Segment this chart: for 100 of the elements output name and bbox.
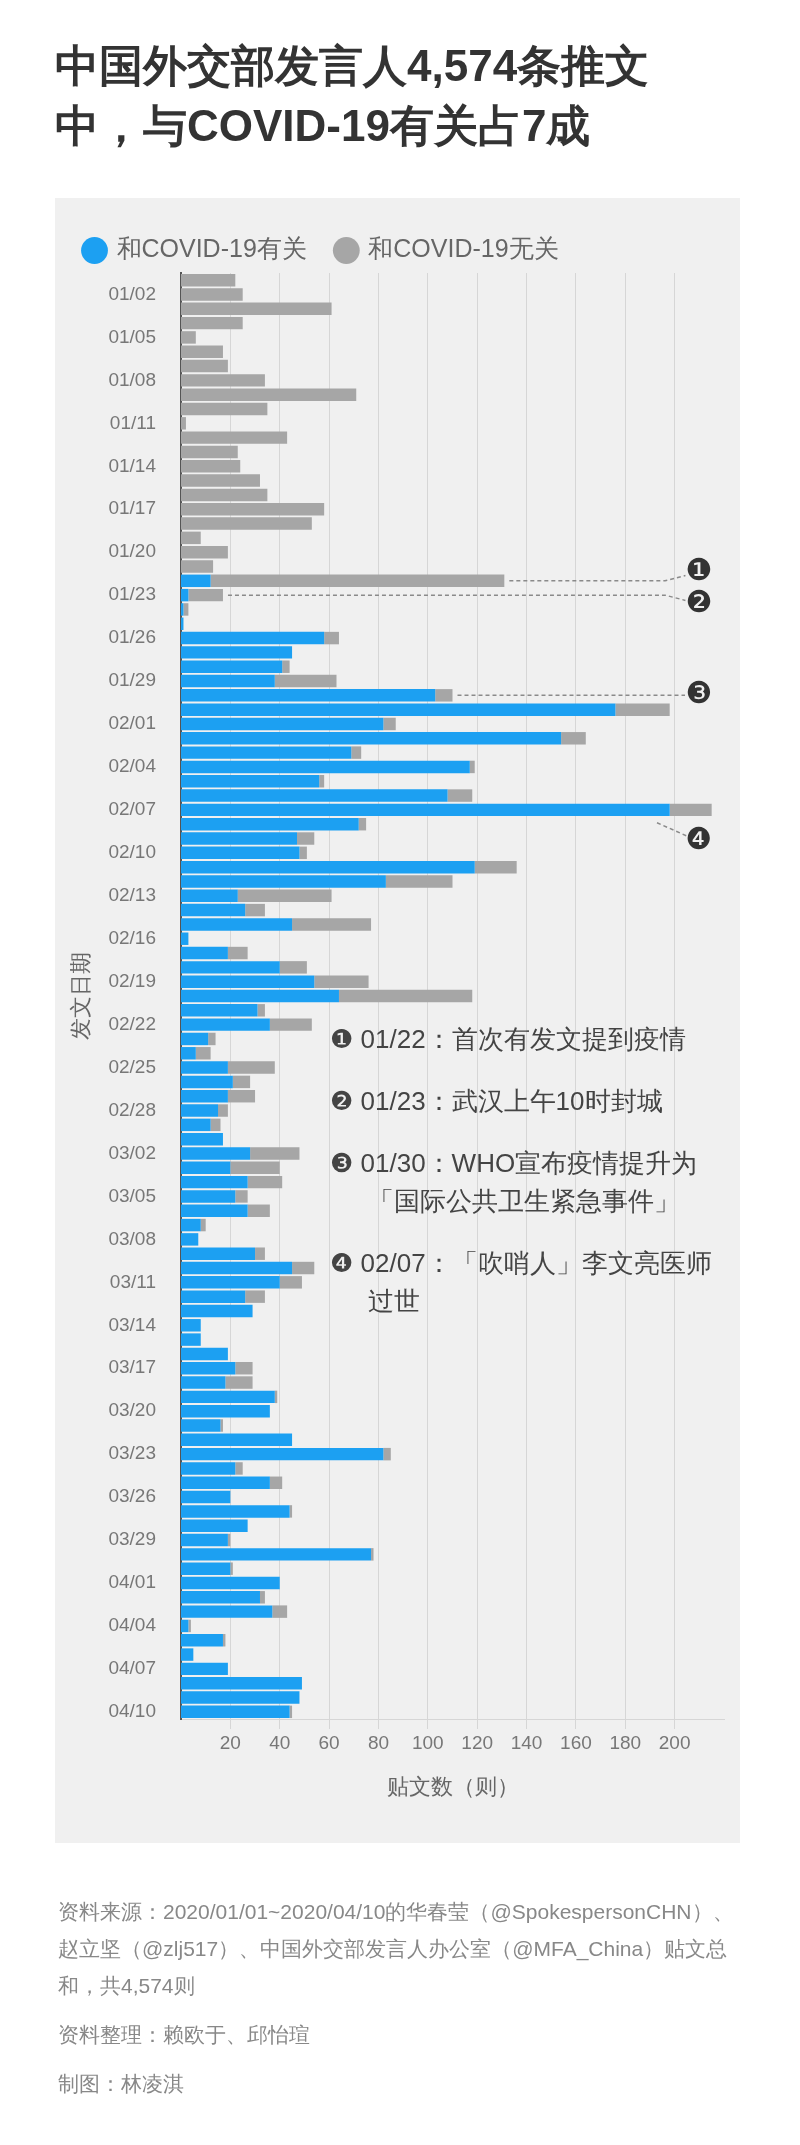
y-tick-label: 02/01 <box>108 712 156 734</box>
bar <box>230 1161 280 1175</box>
bar <box>181 889 238 903</box>
x-tick-label: 100 <box>411 1731 444 1753</box>
bar <box>181 1190 236 1203</box>
bar <box>181 903 246 917</box>
bar <box>181 273 236 287</box>
annotation: ❶ 01/22：首次有发文提到疫情 <box>330 1023 687 1056</box>
bar <box>181 316 243 330</box>
bar <box>188 1619 191 1633</box>
y-tick-label: 03/05 <box>108 1184 156 1206</box>
bar <box>181 760 470 774</box>
y-axis-title: 发文日期 <box>68 952 94 1040</box>
bar <box>351 746 362 759</box>
bar <box>227 1089 256 1103</box>
bar <box>383 1447 391 1461</box>
bar <box>181 775 320 788</box>
bar <box>299 846 307 860</box>
annotation: ❸ <box>685 675 713 711</box>
bar <box>181 574 211 588</box>
bar <box>181 860 475 874</box>
bar <box>259 1591 265 1604</box>
y-tick-label: 01/23 <box>108 583 156 605</box>
bar <box>181 674 275 688</box>
bar <box>385 875 453 888</box>
bar <box>181 1648 194 1661</box>
bar <box>358 817 367 831</box>
bar <box>181 717 384 731</box>
bar <box>274 674 337 688</box>
bar <box>181 1390 275 1404</box>
y-tick-label: 01/05 <box>108 325 156 347</box>
y-tick-label: 04/07 <box>108 1657 156 1679</box>
bar <box>181 531 201 545</box>
bar <box>181 989 339 1003</box>
bar <box>232 1075 251 1089</box>
bar <box>181 1576 280 1590</box>
bar <box>279 961 307 974</box>
y-tick-label: 01/29 <box>108 669 156 691</box>
bar <box>181 1433 293 1447</box>
y-tick-label: 01/02 <box>108 282 156 304</box>
bar <box>181 1047 196 1060</box>
x-tick-label: 40 <box>269 1731 291 1753</box>
bar <box>235 1190 248 1203</box>
bar <box>181 288 243 301</box>
bar <box>435 689 453 702</box>
bar <box>181 331 196 344</box>
bar <box>195 1047 211 1060</box>
bar <box>245 903 265 917</box>
y-tick-label: 03/17 <box>108 1356 156 1378</box>
text: 资料整理：赖欧于、邱怡瑄 <box>58 2022 311 2048</box>
bar <box>181 1634 223 1647</box>
y-tick-label: 02/16 <box>108 926 156 948</box>
bar <box>181 1347 228 1361</box>
legend-label: 和COVID-19无关 <box>368 234 559 263</box>
bar <box>181 488 268 502</box>
bar <box>181 846 300 860</box>
x-tick-label: 140 <box>510 1731 543 1753</box>
bar <box>181 1104 219 1117</box>
bar <box>181 1447 384 1461</box>
bar <box>227 946 248 960</box>
bar <box>220 1419 223 1432</box>
bar <box>181 789 448 802</box>
bar <box>383 717 396 731</box>
x-axis-title: 贴文数（则） <box>386 1773 519 1799</box>
bar <box>235 1462 243 1475</box>
x-tick-label: 80 <box>367 1731 390 1753</box>
bar <box>181 817 359 831</box>
bar <box>474 860 517 874</box>
bar <box>250 1147 300 1160</box>
y-tick-label: 03/14 <box>108 1313 157 1335</box>
bar <box>255 1247 265 1260</box>
bar <box>200 1218 206 1232</box>
bar <box>245 1290 265 1303</box>
annotation: ❷ 01/23：武汉上午10时封城 <box>330 1085 664 1118</box>
y-tick-label: 03/08 <box>108 1227 156 1249</box>
bar <box>181 1490 231 1504</box>
bar <box>181 1362 236 1375</box>
bar <box>181 588 189 602</box>
bar <box>181 560 214 573</box>
bar <box>181 345 223 358</box>
bar <box>181 832 298 845</box>
bar <box>247 1175 283 1189</box>
bar <box>561 732 586 745</box>
bar <box>181 1619 189 1633</box>
bar <box>181 517 312 530</box>
chart-title: 中国外交部发言人4,574条推文中，与COVID-19有关占7成 <box>55 40 651 152</box>
bar <box>292 1261 315 1275</box>
bar <box>269 1018 312 1031</box>
bar <box>181 1161 231 1175</box>
bar <box>181 875 386 888</box>
bar <box>181 1376 226 1389</box>
bar <box>181 1032 209 1046</box>
bar <box>314 975 369 988</box>
bar <box>297 832 315 845</box>
y-tick-label: 03/11 <box>109 1270 156 1292</box>
bar <box>181 932 189 945</box>
bar <box>181 1533 228 1547</box>
bar <box>469 760 475 774</box>
bar <box>218 1104 228 1117</box>
bar <box>181 1476 270 1489</box>
